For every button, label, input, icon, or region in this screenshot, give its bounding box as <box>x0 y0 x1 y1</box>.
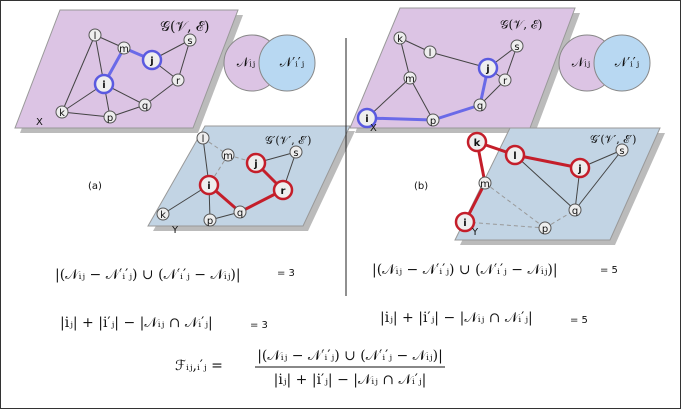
node-label: i <box>207 181 210 192</box>
graph-title: 𝒢′(𝒱′, ℰ′) <box>590 133 636 146</box>
node-label: r <box>281 186 286 197</box>
node-label: q <box>237 208 243 219</box>
node-label: l <box>202 134 205 145</box>
node-label: q <box>142 101 148 112</box>
formula: |(𝒩ᵢⱼ − 𝒩′ᵢ′ⱼ) ∪ (𝒩′ᵢ′ⱼ − 𝒩ᵢⱼ)| <box>55 267 241 283</box>
final-denominator: |iⱼ| + |i′ⱼ| − |𝒩ᵢⱼ ∩ 𝒩ᵢ′ⱼ| <box>274 372 427 388</box>
panel-label: (a) <box>88 181 102 192</box>
node-label: k <box>59 108 65 119</box>
node-label: q <box>477 101 483 112</box>
node-label: k <box>160 210 166 221</box>
node-label: p <box>542 224 548 235</box>
node-label: m <box>223 151 233 162</box>
node-label: i <box>102 80 105 91</box>
node-label: j <box>253 159 257 170</box>
graph-title: 𝒢(𝒱, ℰ) <box>160 19 209 35</box>
node-label: m <box>480 179 490 190</box>
node-label: p <box>207 216 213 227</box>
node-label: l <box>94 31 97 42</box>
formula-result: = 5 <box>600 265 618 276</box>
node-label: s <box>619 146 624 157</box>
formula: |iⱼ| + |i′ⱼ| − |𝒩ᵢⱼ ∩ 𝒩ᵢ′ⱼ| <box>380 310 533 326</box>
plane-label: Y <box>471 227 479 238</box>
node-label: m <box>119 44 129 55</box>
node-label: k <box>397 34 403 45</box>
node-label: s <box>293 148 298 159</box>
graph-title: 𝒢′(𝒱′, ℰ′) <box>265 134 311 147</box>
venn-label: 𝒩′ᵢ′ⱼ <box>280 56 304 71</box>
venn-label: 𝒩ᵢⱼ <box>572 56 591 71</box>
node-label: s <box>514 42 519 53</box>
node-label: m <box>405 74 415 85</box>
node-label: i <box>365 114 368 125</box>
final-lhs: ℱᵢⱼ,ᵢ′ⱼ = <box>175 358 223 374</box>
node-label: l <box>429 48 432 59</box>
node-label: j <box>577 164 581 175</box>
plane-label: X <box>370 123 377 134</box>
plane-label: Y <box>171 225 179 236</box>
node-label: j <box>149 56 153 67</box>
figure: lmjsirkpqlmjsirkpqklsjmripqkljsmqpi 𝒢(𝒱,… <box>0 0 681 409</box>
formula: |(𝒩ᵢⱼ − 𝒩′ᵢ′ⱼ) ∪ (𝒩′ᵢ′ⱼ − 𝒩ᵢⱼ)| <box>372 262 558 278</box>
formula: |iⱼ| + |i′ⱼ| − |𝒩ᵢⱼ ∩ 𝒩ᵢ′ⱼ| <box>60 315 213 331</box>
node-label: s <box>187 36 192 47</box>
node-label: j <box>485 64 489 75</box>
venn-label: 𝒩′ᵢ′ⱼ <box>615 56 639 71</box>
formula-result: = 5 <box>570 315 588 326</box>
node-label: p <box>430 116 436 127</box>
node-label: l <box>513 151 516 162</box>
formula-result: = 3 <box>250 320 268 331</box>
plane-label: X <box>36 117 43 128</box>
node-label: i <box>463 218 466 229</box>
panel-label: (b) <box>414 181 428 192</box>
node-label: k <box>474 138 481 149</box>
final-numerator: |(𝒩ᵢⱼ − 𝒩′ᵢ′ⱼ) ∪ (𝒩′ᵢ′ⱼ − 𝒩ᵢⱼ)| <box>257 348 443 364</box>
node-label: q <box>572 206 578 217</box>
node-label: p <box>107 113 113 124</box>
venn-label: 𝒩ᵢⱼ <box>237 56 256 71</box>
formula-result: = 3 <box>277 268 295 279</box>
graph-title: 𝒢(𝒱, ℰ) <box>500 18 542 32</box>
